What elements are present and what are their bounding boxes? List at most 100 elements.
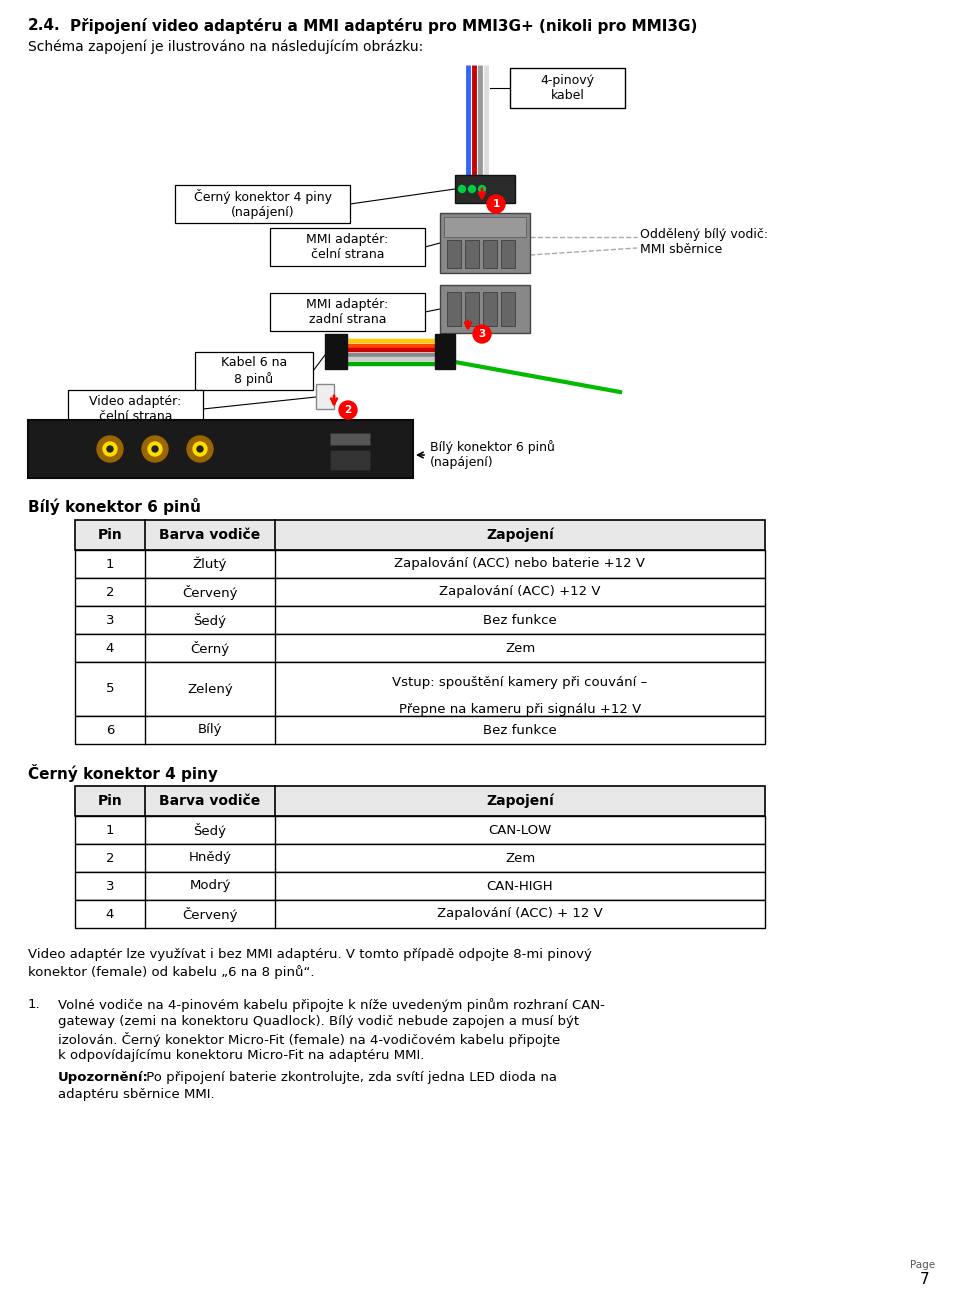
Bar [75,520,765,550]
Text: Barva vodiče: Barva vodiče [159,794,260,808]
Bar [75,606,765,635]
Circle shape [187,437,213,463]
Text: Zapojení: Zapojení [486,528,554,542]
Text: Upozornění:: Upozornění: [58,1071,149,1084]
Bar [455,175,515,203]
Circle shape [468,185,475,193]
Text: 3: 3 [478,328,486,339]
Bar [465,292,479,326]
Text: 2: 2 [345,405,351,414]
Text: Po připojení baterie zkontrolujte, zda svítí jedna LED dioda na: Po připojení baterie zkontrolujte, zda s… [142,1071,557,1084]
Text: Zapalování (ACC) nebo baterie +12 V: Zapalování (ACC) nebo baterie +12 V [395,558,645,571]
Text: Barva vodiče: Barva vodiče [159,528,260,542]
Text: konektor (female) od kabelu „6 na 8 pinů“.: konektor (female) od kabelu „6 na 8 pinů… [28,966,315,979]
Text: 1: 1 [106,558,114,571]
Bar [75,635,765,662]
Text: 2.4.: 2.4. [28,18,60,33]
Bar [75,900,765,928]
Text: Page: Page [910,1260,935,1270]
Text: Zelený: Zelený [187,683,233,696]
Text: Zapalování (ACC) + 12 V: Zapalování (ACC) + 12 V [437,907,603,920]
Text: Bez funkce: Bez funkce [483,723,557,736]
Text: Bílý konektor 6 pinů
(napájení): Bílý konektor 6 pinů (napájení) [430,440,555,469]
Text: 6: 6 [106,723,114,736]
Text: Černý konektor 4 piny
(napájení): Černý konektor 4 piny (napájení) [194,189,331,219]
Bar [447,292,461,326]
Bar [75,579,765,606]
Bar [465,240,479,268]
Bar [75,550,765,579]
Text: CAN-HIGH: CAN-HIGH [487,880,553,893]
Text: 4: 4 [106,907,114,920]
Text: Zem: Zem [505,641,535,654]
Circle shape [193,442,207,456]
Bar [75,662,765,717]
Text: 1.: 1. [28,998,40,1011]
Text: adaptéru sběrnice MMI.: adaptéru sběrnice MMI. [58,1088,215,1101]
Circle shape [107,446,113,452]
Text: Kabel 6 na
8 pinů: Kabel 6 na 8 pinů [221,357,287,386]
Text: 1: 1 [106,823,114,837]
Text: Video adaptér:
čelní strana: Video adaptér: čelní strana [89,395,181,423]
Circle shape [142,437,168,463]
Circle shape [478,185,486,193]
Bar [501,292,515,326]
Circle shape [473,324,491,343]
Bar [510,68,625,108]
Text: Žlutý: Žlutý [193,556,228,571]
Text: 7: 7 [920,1272,929,1287]
Text: 4-pinový
kabel: 4-pinový kabel [540,74,594,102]
Circle shape [97,437,123,463]
Bar [75,786,765,816]
Text: Šedý: Šedý [194,822,227,838]
Bar [270,228,425,266]
Bar [316,384,334,409]
Text: Červený: Červený [182,907,238,921]
Bar [444,218,526,237]
Bar [435,334,455,369]
Text: 2: 2 [106,851,114,864]
Text: Volné vodiče na 4-pinovém kabelu připojte k níže uvedeným pinům rozhraní CAN-: Volné vodiče na 4-pinovém kabelu připojt… [58,998,605,1012]
Circle shape [103,442,117,456]
Bar [195,352,313,390]
Text: 3: 3 [106,880,114,893]
Circle shape [148,442,162,456]
Text: 4: 4 [106,641,114,654]
Text: Pin: Pin [98,794,122,808]
Text: Šedý: Šedý [194,612,227,628]
Text: 2: 2 [106,585,114,598]
Bar [483,240,497,268]
Bar [75,844,765,872]
Circle shape [197,446,203,452]
Text: Černý konektor 4 piny: Černý konektor 4 piny [28,764,218,782]
Text: 1: 1 [492,199,499,208]
Bar [330,450,370,470]
Bar [501,240,515,268]
Bar [75,717,765,744]
Text: Oddělený bílý vodič:
MMI sběrnice: Oddělený bílý vodič: MMI sběrnice [640,228,768,255]
Circle shape [152,446,158,452]
Text: gateway (zemi na konektoru Quadlock). Bílý vodič nebude zapojen a musí být: gateway (zemi na konektoru Quadlock). Bí… [58,1015,579,1028]
Bar [270,293,425,331]
Bar [483,292,497,326]
Text: Video adaptér lze využívat i bez MMI adaptéru. V tomto případě odpojte 8-mi pino: Video adaptér lze využívat i bez MMI ada… [28,949,592,962]
Circle shape [339,401,357,420]
Bar [330,433,370,446]
Text: Černý: Černý [190,641,229,655]
Text: Vstup: spouštění kamery při couvání –: Vstup: spouštění kamery při couvání – [393,676,648,689]
Text: izolován. Černý konektor Micro-Fit (female) na 4-vodičovém kabelu připojte: izolován. Černý konektor Micro-Fit (fema… [58,1032,561,1048]
Text: Pin: Pin [98,528,122,542]
Bar [440,285,530,334]
Circle shape [487,195,505,212]
Bar [440,212,530,274]
Text: Zapojení: Zapojení [486,794,554,808]
Text: Připojení video adaptéru a MMI adaptéru pro MMI3G+ (nikoli pro MMI3G): Připojení video adaptéru a MMI adaptéru … [70,18,697,34]
Text: Bez funkce: Bez funkce [483,614,557,627]
Text: 5: 5 [106,683,114,696]
Text: Přepne na kameru při signálu +12 V: Přepne na kameru při signálu +12 V [398,702,641,715]
Bar [447,240,461,268]
Text: Zem: Zem [505,851,535,864]
Bar [325,334,347,369]
Text: 3: 3 [106,614,114,627]
Text: Červený: Červený [182,585,238,599]
